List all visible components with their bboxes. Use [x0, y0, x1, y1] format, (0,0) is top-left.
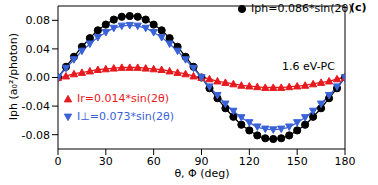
svg-text:90: 90 — [195, 155, 209, 168]
html-text:Iph (a₀²/photon): Iph (a₀²/photon) — [6, 32, 20, 121]
svg-text:180: 180 — [335, 155, 356, 168]
svg-text:-0.04: -0.04 — [22, 100, 50, 113]
svg-text:0: 0 — [55, 155, 62, 168]
html-text:Ir=0.014*sin(2θ): Ir=0.014*sin(2θ) — [77, 92, 169, 105]
svg-text:0.08: 0.08 — [26, 14, 51, 27]
html-text:θ, Φ (deg): θ, Φ (deg) — [174, 167, 230, 180]
html-text:Iph=0.086*sin(2θ): Iph=0.086*sin(2θ) — [251, 2, 353, 15]
svg-text:-0.08: -0.08 — [22, 129, 50, 142]
html-text:(c): (c) — [350, 1, 367, 14]
svg-text:120: 120 — [239, 155, 260, 168]
svg-text:150: 150 — [287, 155, 308, 168]
svg-text:0.00: 0.00 — [26, 71, 51, 84]
html-text:I⊥=0.073*sin(2θ): I⊥=0.073*sin(2θ) — [77, 110, 175, 123]
svg-text:30: 30 — [99, 155, 113, 168]
svg-text:60: 60 — [147, 155, 161, 168]
svg-text:0.04: 0.04 — [26, 43, 51, 56]
html-text:1.6 eV-PC: 1.6 eV-PC — [282, 60, 335, 73]
